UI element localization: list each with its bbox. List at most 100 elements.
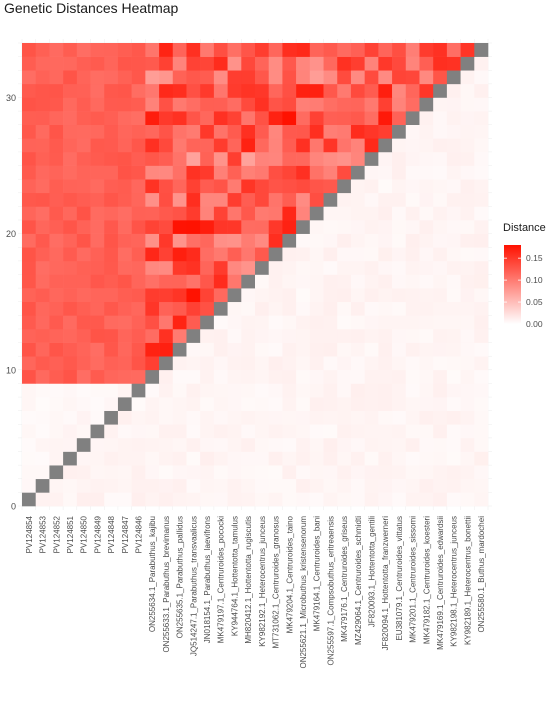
heatmap-cell (241, 124, 256, 139)
heatmap-cell (460, 424, 475, 439)
heatmap-cell (323, 383, 338, 398)
heatmap-cell (63, 478, 78, 493)
heatmap-cell (460, 274, 475, 289)
heatmap-cell (255, 478, 270, 493)
heatmap-cell (337, 492, 352, 507)
heatmap-cell (460, 179, 475, 194)
x-tick-label: MH820412.1_Hottentotta_rugiscutis (244, 516, 253, 644)
heatmap-cell (378, 111, 393, 126)
heatmap-cell (296, 424, 311, 439)
heatmap-cell (213, 274, 228, 289)
heatmap-cell (282, 111, 297, 126)
heatmap-cell (227, 111, 242, 126)
heatmap-cell (131, 56, 146, 71)
heatmap-cell (186, 192, 201, 207)
heatmap-cell (392, 301, 407, 316)
heatmap-cell (63, 124, 78, 139)
heatmap-cell (296, 383, 311, 398)
heatmap-cell (378, 83, 393, 98)
heatmap-cell (63, 410, 78, 425)
heatmap-cell (186, 397, 201, 411)
heatmap-cell (337, 124, 352, 139)
heatmap-cell (227, 138, 242, 153)
heatmap-cell (172, 247, 187, 262)
heatmap-cell (282, 124, 297, 139)
y-tick-label: 20 (6, 229, 16, 239)
heatmap-cell (364, 328, 379, 343)
heatmap-cell (337, 247, 352, 262)
heatmap-cell (433, 220, 448, 234)
heatmap-cell (49, 342, 64, 357)
heatmap-cell (241, 315, 256, 330)
heatmap-cell (405, 451, 420, 466)
heatmap-cell (405, 97, 420, 112)
heatmap-cell (117, 179, 132, 194)
heatmap-cell (159, 192, 174, 207)
heatmap-cell (200, 424, 215, 439)
heatmap-cell (90, 369, 105, 384)
heatmap-cell (364, 410, 379, 425)
heatmap-cell (337, 437, 352, 452)
heatmap-cell (104, 43, 119, 57)
heatmap-cell (200, 151, 215, 166)
heatmap-cell (63, 328, 78, 343)
heatmap-cell (364, 424, 379, 439)
heatmap-cell (90, 328, 105, 343)
heatmap-cell (76, 70, 91, 85)
legend-tick-label: 0.15 (526, 253, 543, 263)
heatmap-cell (145, 260, 160, 275)
heatmap-cell (378, 369, 393, 384)
heatmap-cell (419, 342, 434, 357)
heatmap-cell (22, 233, 37, 248)
heatmap-cell (76, 220, 91, 234)
heatmap-cell (378, 288, 393, 303)
heatmap-cell (350, 356, 365, 371)
heatmap-cell (227, 260, 242, 275)
heatmap-cell (405, 437, 420, 452)
x-tick-label: JF820093.1_Hottentotta_gentili (368, 516, 377, 627)
heatmap-cell (446, 451, 461, 466)
heatmap-cell (117, 138, 132, 153)
heatmap-cell (35, 220, 50, 234)
heatmap-cell (350, 220, 365, 234)
heatmap-cell (255, 97, 270, 112)
heatmap-cell (378, 437, 393, 452)
heatmap-cell (172, 383, 187, 398)
heatmap-cell (460, 383, 475, 398)
heatmap-cell (35, 451, 50, 466)
heatmap-cell (446, 410, 461, 425)
heatmap-cell (145, 342, 160, 357)
x-tick-label: KY982192.1_Heterocentrus_junceus (258, 516, 267, 647)
heatmap-cell (90, 138, 105, 153)
heatmap-cell (200, 410, 215, 425)
heatmap-cell (35, 328, 50, 343)
heatmap-cell (90, 124, 105, 139)
heatmap-cell (227, 492, 242, 507)
heatmap-cell (49, 315, 64, 330)
diagonal-cell (104, 410, 119, 425)
heatmap-cell (419, 83, 434, 98)
heatmap-cell (405, 383, 420, 398)
heatmap-cell (241, 165, 256, 180)
heatmap-cell (474, 342, 489, 357)
heatmap-cell (131, 70, 146, 85)
heatmap-cell (241, 424, 256, 439)
heatmap-cell (474, 397, 489, 411)
heatmap-cell (172, 220, 187, 234)
diagonal-cell (159, 356, 174, 371)
heatmap-cell (474, 111, 489, 126)
heatmap-cell (76, 301, 91, 316)
heatmap-cell (200, 70, 215, 85)
heatmap-cell (474, 424, 489, 439)
heatmap-cell (419, 220, 434, 234)
heatmap-cell (378, 410, 393, 425)
heatmap-cell (419, 356, 434, 371)
heatmap-cell (227, 383, 242, 398)
heatmap-cell (364, 451, 379, 466)
heatmap-cell (104, 315, 119, 330)
heatmap-cell (213, 315, 228, 330)
heatmap-cell (200, 260, 215, 275)
heatmap-cell (378, 424, 393, 439)
heatmap-cell (392, 151, 407, 166)
heatmap-cell (255, 220, 270, 234)
